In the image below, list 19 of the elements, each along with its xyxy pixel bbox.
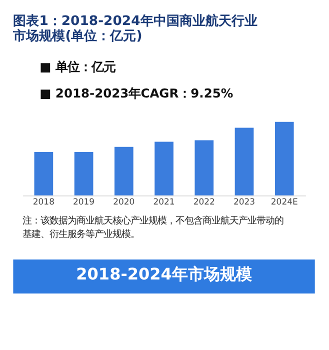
bar [74,152,94,196]
text: ■ 单位：亿元 [40,60,116,74]
text: ■ 2018-2023年CAGR：9.25% [40,86,234,100]
x-tick-label: 2021 [153,196,175,206]
bar [114,146,134,196]
bar [234,128,254,196]
x-tick-label: 2020 [113,196,135,206]
bar [274,122,294,196]
text: 2018-2024年市场规模 [76,264,252,284]
x-tick-label: 2018 [32,196,54,206]
x-tick-label: 2019 [73,196,95,206]
x-tick-label: 2022 [193,196,215,206]
bar [194,140,214,196]
bar [34,152,54,196]
bar [154,142,174,196]
x-tick-label: 2023 [233,196,256,206]
chart-title: 图表1：2018-2024年中国商业航天行业市场规模(单位：亿元) [12,12,258,44]
x-tick-label: 2024E [270,196,298,206]
text: 注：该数据为商业航天核心产业规模，不包含商业航天产业带动的基建、衍生服务等产业规模。 [22,216,284,240]
